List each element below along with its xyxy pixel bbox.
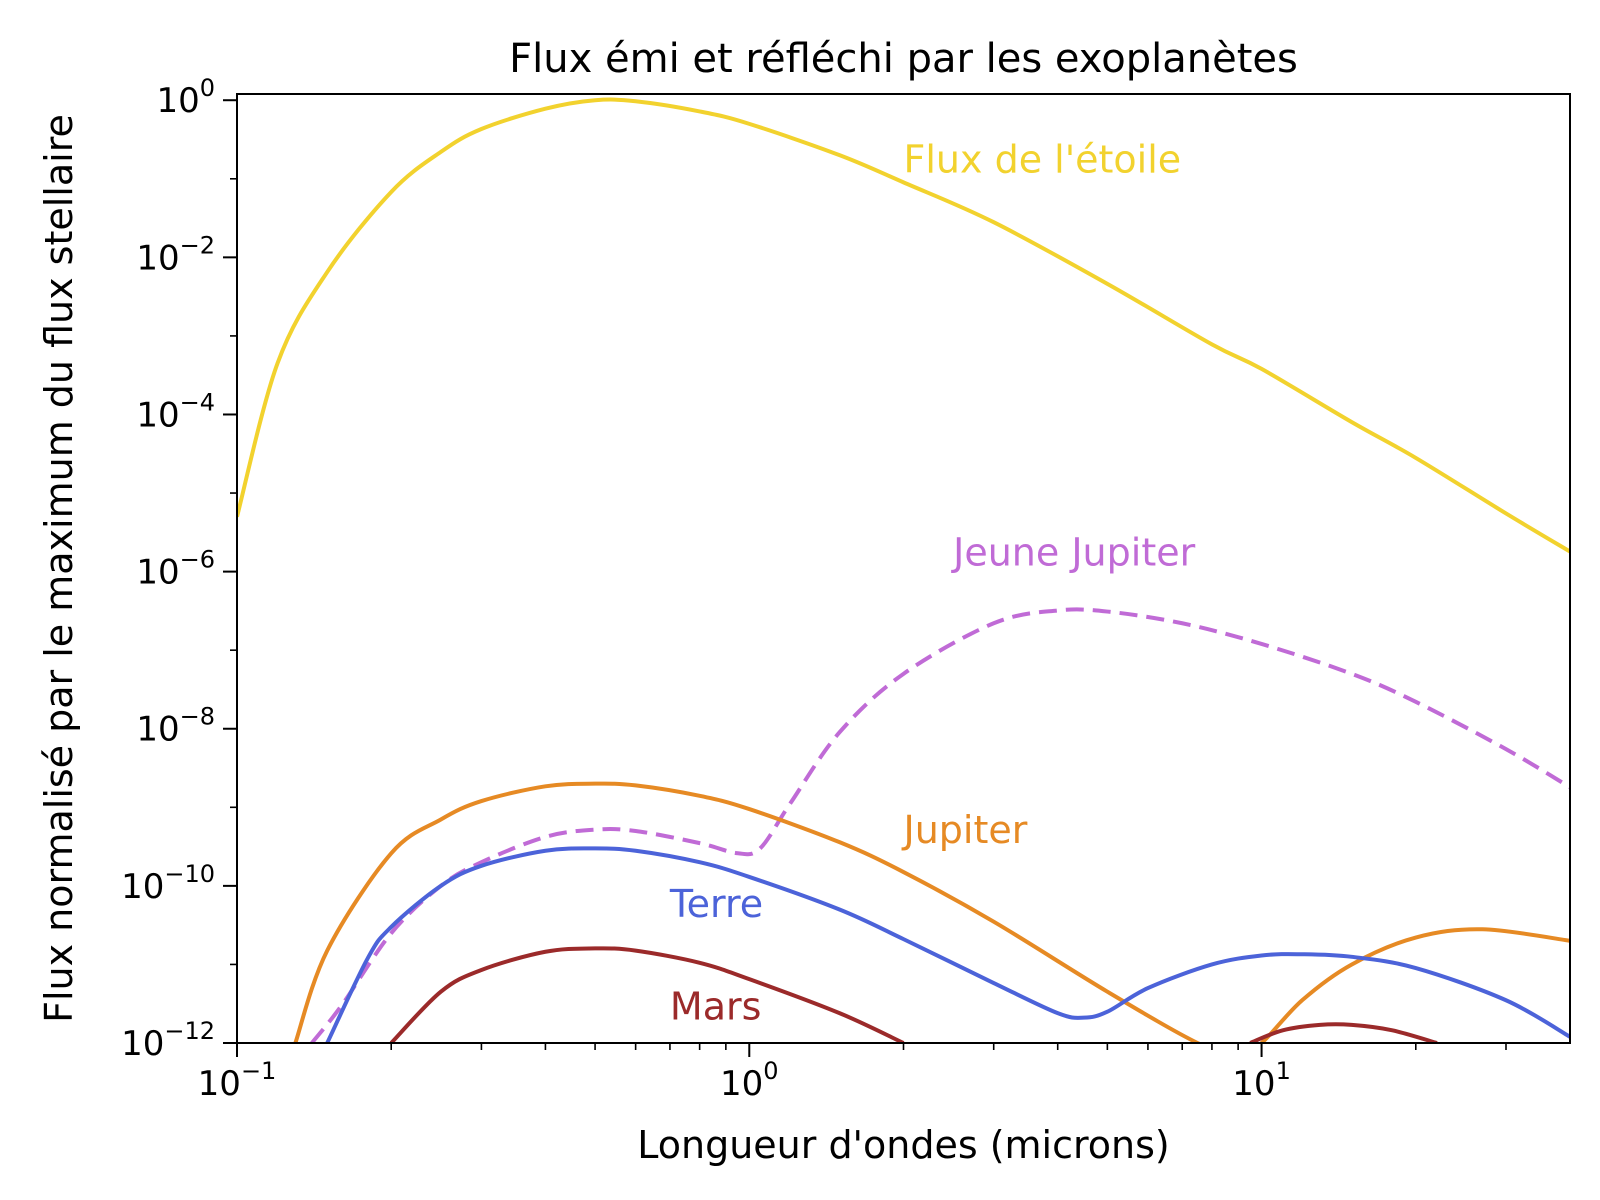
x-tick-base: 10 <box>1232 1064 1275 1104</box>
plot-area-frame <box>236 93 1571 1044</box>
series-layer <box>237 97 1570 1043</box>
y-tick-exponent: −10 <box>164 860 215 888</box>
x-tick-label: 101 <box>1232 1057 1291 1104</box>
series-line-terre <box>325 846 1570 1043</box>
y-tick-label: 10−12 <box>121 1017 215 1064</box>
y-tick-exponent: −6 <box>180 546 215 574</box>
y-tick-exponent: 0 <box>200 74 215 102</box>
series-line-jupiter <box>293 781 1570 1043</box>
y-tick-base: 10 <box>136 395 179 435</box>
y-axis-label: Flux normalisé par le maximum du flux st… <box>37 114 81 1023</box>
y-tick-label: 100 <box>156 74 215 121</box>
y-tick-base: 10 <box>136 238 179 278</box>
x-tick-exponent: 0 <box>763 1057 778 1085</box>
y-tick-exponent: −2 <box>180 231 215 259</box>
series-label-flux-de-l-etoile: Flux de l'étoile <box>904 138 1182 182</box>
x-tick-exponent: −1 <box>241 1057 276 1085</box>
series-label-jeune-jupiter: Jeune Jupiter <box>951 530 1195 574</box>
series-line-jeune-jupiter <box>310 607 1570 1043</box>
y-tick-base: 10 <box>121 1024 164 1064</box>
y-tick-exponent: −4 <box>180 388 215 416</box>
y-tick-label: 10−6 <box>136 546 215 593</box>
series-line-mars <box>389 946 905 1043</box>
y-tick-base: 10 <box>136 553 179 593</box>
x-tick-label: 10−1 <box>198 1057 277 1104</box>
x-tick-base: 10 <box>720 1064 763 1104</box>
series-label-mars: Mars <box>670 984 762 1028</box>
series-label-terre: Terre <box>669 882 763 926</box>
y-tick-label: 10−2 <box>136 231 215 278</box>
x-tick-base: 10 <box>198 1064 241 1104</box>
chart-title: Flux émi et réfléchi par les exoplanètes <box>509 36 1298 82</box>
x-axis-label: Longueur d'ondes (microns) <box>637 1123 1170 1167</box>
series-line-mars-secondary <box>1249 1022 1438 1043</box>
y-tick-base: 10 <box>136 710 179 750</box>
series-line-flux-de-l-etoile <box>237 97 1570 554</box>
y-tick-label: 10−8 <box>136 703 215 750</box>
series-labels: Flux de l'étoile Jeune Jupiter Jupiter Terr… <box>669 138 1196 1029</box>
y-tick-label: 10−10 <box>121 860 215 907</box>
series-label-jupiter: Jupiter <box>902 808 1028 852</box>
y-tick-exponent: −8 <box>180 703 215 731</box>
x-tick-label: 100 <box>720 1057 779 1104</box>
y-tick-base: 10 <box>156 81 199 121</box>
x-tick-exponent: 1 <box>1276 1057 1291 1085</box>
y-tick-base: 10 <box>121 867 164 907</box>
y-tick-label: 10−4 <box>136 388 215 435</box>
y-tick-exponent: −12 <box>164 1017 215 1045</box>
